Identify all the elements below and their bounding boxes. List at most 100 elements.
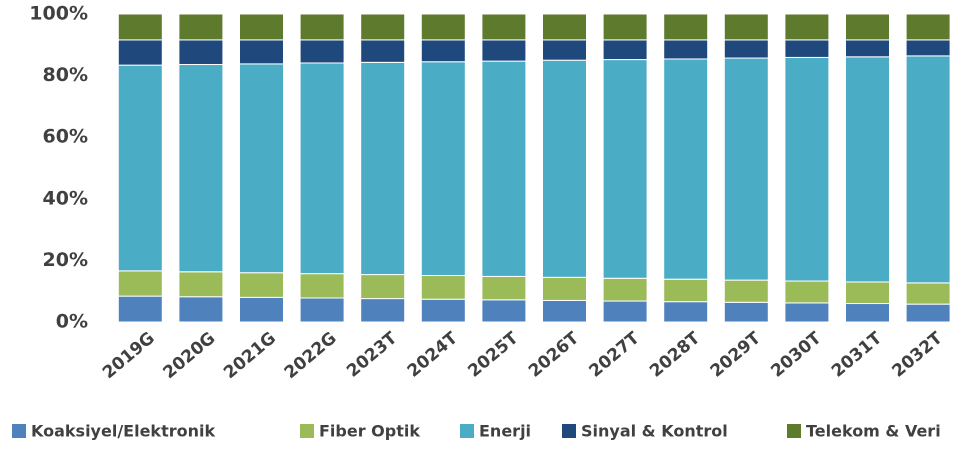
y-tick-label: 20%	[43, 249, 88, 271]
bar-segment	[420, 39, 466, 63]
bar-segment	[420, 298, 466, 323]
bar-segment	[420, 61, 466, 276]
bar-segment	[299, 297, 345, 323]
legend-label: Telekom & Veri	[806, 422, 941, 441]
x-tick-label: 2023T	[343, 328, 401, 381]
y-tick-label: 100%	[29, 3, 88, 25]
bar-segment	[420, 13, 466, 41]
x-tick-label: 2032T	[889, 328, 947, 381]
x-tick-label: 2030T	[767, 328, 825, 381]
x-tick-label: 2027T	[586, 328, 644, 381]
bar-segment	[845, 39, 890, 58]
bar-segment	[117, 13, 163, 41]
bar-segment	[723, 301, 769, 323]
bar-segment	[299, 13, 345, 41]
bar-segment	[178, 64, 224, 273]
bar-segment	[481, 275, 527, 301]
bar-segment	[784, 302, 830, 323]
bar-segment	[360, 61, 406, 276]
bar-segment	[602, 39, 648, 61]
bar-segment	[784, 39, 830, 58]
bar-segment	[239, 63, 284, 274]
legend-swatch	[787, 424, 801, 438]
bar-segment	[239, 13, 284, 41]
bar-segment	[784, 280, 830, 304]
x-tick-label: 2028T	[646, 328, 704, 381]
x-tick-label: 2029T	[707, 328, 765, 381]
bar-segment	[239, 39, 284, 65]
y-tick-label: 40%	[43, 187, 88, 209]
legend-swatch	[460, 424, 474, 438]
y-tick-label: 60%	[43, 126, 88, 148]
bar-segment	[845, 303, 890, 323]
bar-segment	[723, 279, 769, 303]
bar-segment	[299, 273, 345, 299]
bar-segment	[845, 281, 890, 305]
legend-label: Fiber Optik	[319, 422, 420, 441]
legend-swatch	[300, 424, 314, 438]
y-tick-label: 80%	[43, 64, 88, 86]
bar-segment	[602, 300, 648, 323]
legend-label: Sinyal & Kontrol	[581, 422, 728, 441]
legend-swatch	[12, 424, 26, 438]
bar-segment	[117, 39, 163, 66]
bar-segment	[117, 270, 163, 297]
bar-segment	[845, 56, 890, 283]
bar-segment	[360, 13, 406, 41]
bar-segment	[239, 296, 284, 323]
bar-segment	[117, 295, 163, 323]
x-tick-label: 2022G	[281, 328, 341, 383]
bar-segment	[784, 56, 830, 282]
bar-segment	[602, 13, 648, 41]
bar-segment	[178, 271, 224, 298]
legend-label: Koaksiyel/Elektronik	[31, 422, 215, 441]
bar-segment	[299, 39, 345, 64]
bar-segment	[178, 13, 224, 41]
bar-segment	[481, 299, 527, 323]
x-tick-label: 2020G	[160, 328, 220, 383]
bar-segment	[542, 13, 587, 41]
bar-segment	[360, 274, 406, 300]
bar-segment	[663, 13, 709, 41]
bar-segment	[360, 298, 406, 323]
x-tick-label: 2026T	[525, 328, 583, 381]
legend-label: Enerji	[479, 422, 531, 441]
bar-segment	[602, 59, 648, 279]
bar-segment	[239, 272, 284, 298]
bar-segment	[542, 299, 587, 323]
bar-segment	[420, 274, 466, 300]
bar-segment	[723, 13, 769, 41]
bar-segment	[360, 39, 406, 63]
bar-segment	[845, 13, 890, 41]
x-tick-label: 2021G	[220, 328, 280, 383]
bar-segment	[481, 60, 527, 277]
bar-segment	[784, 13, 830, 41]
bar-segment	[905, 282, 951, 305]
x-tick-label: 2025T	[464, 328, 522, 381]
bar-segment	[299, 62, 345, 275]
bar-segment	[663, 278, 709, 303]
bar-segment	[542, 276, 587, 301]
bar-segment	[905, 55, 951, 284]
bar-segment	[905, 39, 951, 57]
bar-segment	[663, 39, 709, 60]
bar-segment	[542, 59, 587, 278]
x-tick-label: 2019G	[99, 328, 159, 383]
bar-segment	[542, 39, 587, 61]
bar-segment	[117, 64, 163, 272]
x-tick-label: 2031T	[828, 328, 886, 381]
bar-segment	[663, 301, 709, 323]
x-tick-label: 2024T	[404, 328, 462, 381]
bar-segment	[602, 277, 648, 302]
y-tick-label: 0%	[56, 311, 88, 333]
bar-segment	[663, 58, 709, 280]
bar-segment	[905, 303, 951, 323]
bar-segment	[178, 296, 224, 323]
bar-segment	[481, 13, 527, 41]
bar-segment	[905, 13, 951, 41]
bar-segment	[481, 39, 527, 62]
bar-segment	[723, 57, 769, 281]
bar-segment	[723, 39, 769, 59]
legend-swatch	[562, 424, 576, 438]
